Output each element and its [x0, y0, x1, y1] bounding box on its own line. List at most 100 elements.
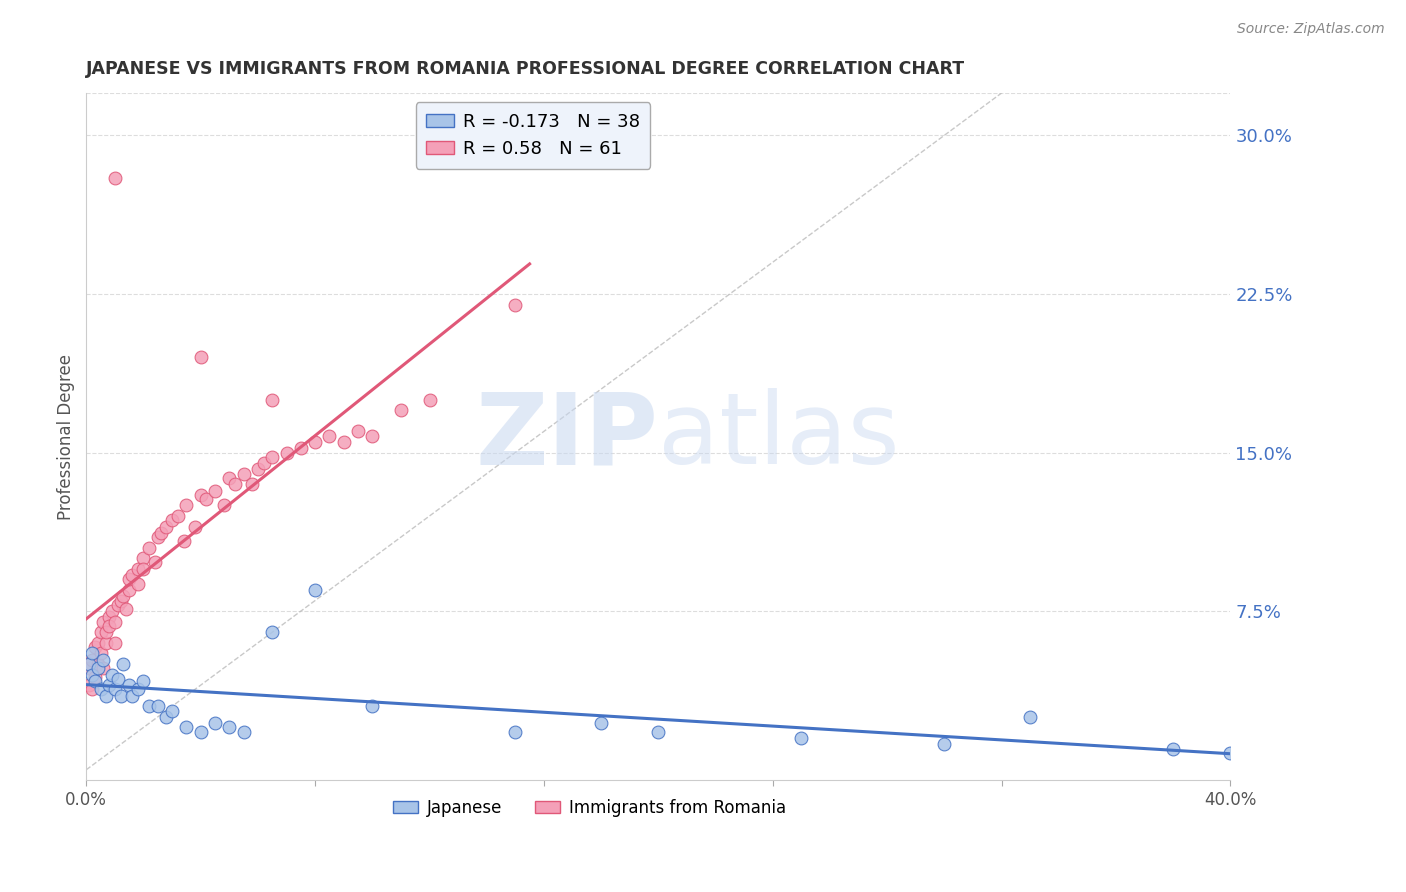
- Point: [115, 602, 138, 616]
- Point: [118, 573, 141, 587]
- Point: [332, 434, 354, 449]
- Point: [190, 724, 212, 739]
- Point: [87, 661, 110, 675]
- Point: [166, 508, 188, 523]
- Point: [252, 456, 274, 470]
- Point: [80, 682, 103, 697]
- Text: atlas: atlas: [658, 388, 900, 485]
- Text: Source: ZipAtlas.com: Source: ZipAtlas.com: [1237, 22, 1385, 37]
- Point: [218, 471, 240, 485]
- Point: [361, 428, 384, 442]
- Point: [90, 647, 112, 661]
- Point: [112, 590, 135, 604]
- Point: [218, 721, 240, 735]
- Point: [101, 604, 124, 618]
- Point: [176, 499, 198, 513]
- Point: [121, 689, 143, 703]
- Point: [184, 519, 207, 533]
- Point: [212, 499, 235, 513]
- Point: [127, 562, 149, 576]
- Point: [176, 721, 198, 735]
- Point: [98, 610, 121, 624]
- Point: [96, 625, 118, 640]
- Point: [204, 483, 226, 498]
- Point: [204, 716, 226, 731]
- Point: [389, 403, 412, 417]
- Point: [118, 582, 141, 597]
- Point: [240, 477, 263, 491]
- Point: [80, 647, 103, 661]
- Point: [112, 657, 135, 671]
- Point: [195, 491, 218, 506]
- Point: [96, 689, 118, 703]
- Point: [83, 640, 105, 654]
- Point: [104, 615, 127, 629]
- Point: [96, 636, 118, 650]
- Point: [77, 661, 100, 675]
- Point: [190, 488, 212, 502]
- Point: [93, 653, 115, 667]
- Point: [418, 392, 440, 407]
- Point: [146, 699, 169, 714]
- Point: [107, 672, 129, 686]
- Point: [90, 682, 112, 697]
- Point: [276, 445, 298, 459]
- Point: [104, 682, 127, 697]
- Point: [104, 636, 127, 650]
- Point: [127, 576, 149, 591]
- Point: [160, 704, 183, 718]
- Point: [304, 434, 326, 449]
- Point: [138, 541, 160, 555]
- Point: [1219, 746, 1241, 760]
- Point: [87, 636, 110, 650]
- Point: [101, 667, 124, 681]
- Point: [347, 425, 370, 439]
- Point: [290, 442, 312, 456]
- Point: [132, 562, 155, 576]
- Point: [318, 428, 340, 442]
- Point: [93, 615, 115, 629]
- Point: [505, 724, 527, 739]
- Point: [790, 731, 813, 745]
- Point: [93, 661, 115, 675]
- Point: [232, 724, 254, 739]
- Point: [98, 678, 121, 692]
- Point: [232, 467, 254, 481]
- Point: [118, 678, 141, 692]
- Point: [262, 450, 284, 464]
- Point: [934, 737, 956, 751]
- Point: [107, 598, 129, 612]
- Point: [110, 689, 132, 703]
- Point: [80, 653, 103, 667]
- Text: ZIP: ZIP: [475, 388, 658, 485]
- Point: [1161, 741, 1184, 756]
- Point: [155, 710, 177, 724]
- Point: [190, 351, 212, 365]
- Point: [83, 670, 105, 684]
- Point: [87, 657, 110, 671]
- Point: [132, 673, 155, 688]
- Point: [262, 392, 284, 407]
- Point: [1019, 710, 1042, 724]
- Point: [591, 716, 613, 731]
- Text: JAPANESE VS IMMIGRANTS FROM ROMANIA PROFESSIONAL DEGREE CORRELATION CHART: JAPANESE VS IMMIGRANTS FROM ROMANIA PROF…: [86, 60, 966, 78]
- Point: [361, 699, 384, 714]
- Point: [90, 625, 112, 640]
- Point: [110, 593, 132, 607]
- Point: [138, 699, 160, 714]
- Point: [80, 667, 103, 681]
- Point: [304, 582, 326, 597]
- Point: [160, 513, 183, 527]
- Point: [143, 556, 166, 570]
- Point: [83, 673, 105, 688]
- Point: [155, 519, 177, 533]
- Point: [224, 477, 246, 491]
- Point: [246, 462, 269, 476]
- Point: [647, 724, 669, 739]
- Point: [173, 534, 195, 549]
- Point: [127, 682, 149, 697]
- Point: [77, 657, 100, 671]
- Point: [77, 678, 100, 692]
- Y-axis label: Professional Degree: Professional Degree: [58, 353, 75, 520]
- Legend: Japanese, Immigrants from Romania: Japanese, Immigrants from Romania: [387, 792, 793, 823]
